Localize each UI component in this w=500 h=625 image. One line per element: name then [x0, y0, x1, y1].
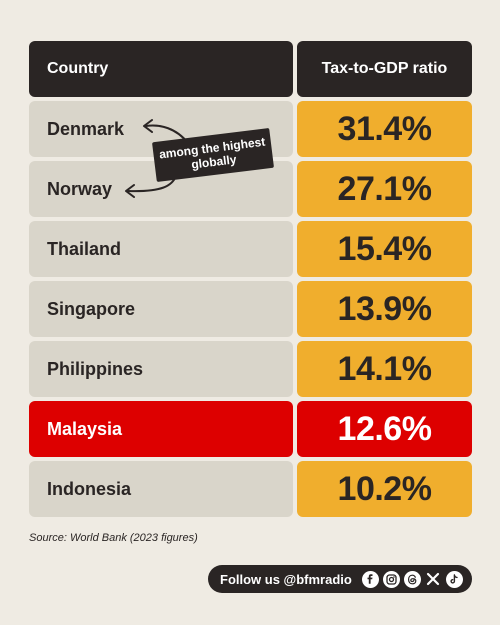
ratio-cell: 27.1% — [297, 161, 472, 217]
country-cell: Singapore — [29, 281, 293, 337]
x-icon[interactable] — [425, 571, 442, 588]
ratio-cell: 31.4% — [297, 101, 472, 157]
country-cell: Malaysia — [29, 401, 293, 457]
instagram-icon[interactable] — [382, 570, 400, 588]
country-cell: Thailand — [29, 221, 293, 277]
header-ratio: Tax-to-GDP ratio — [297, 41, 472, 97]
source-note: Source: World Bank (2023 figures) — [29, 532, 198, 544]
country-cell: Indonesia — [29, 461, 293, 517]
ratio-cell: 10.2% — [297, 461, 472, 517]
ratio-cell: 15.4% — [297, 221, 472, 277]
follow-bar: Follow us @bfmradio — [208, 565, 472, 593]
ratio-cell: 14.1% — [297, 341, 472, 397]
ratio-cell: 12.6% — [297, 401, 472, 457]
ratio-cell: 13.9% — [297, 281, 472, 337]
tiktok-icon[interactable] — [445, 570, 463, 588]
threads-icon[interactable] — [403, 570, 421, 588]
country-cell: Philippines — [29, 341, 293, 397]
header-country: Country — [29, 41, 293, 97]
facebook-icon[interactable] — [361, 570, 379, 588]
follow-label: Follow us @bfmradio — [220, 571, 352, 587]
